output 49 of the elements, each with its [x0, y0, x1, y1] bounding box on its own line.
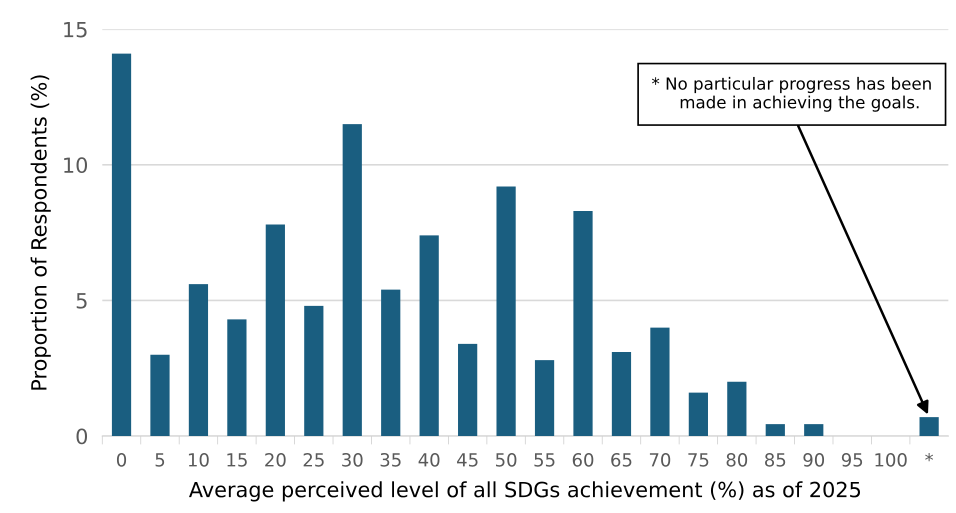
bar	[688, 392, 708, 436]
annotation: * No particular progress has been made in achieving the goals.	[652, 76, 931, 112]
bar	[534, 360, 554, 436]
x-tick-label: 5	[156, 453, 164, 467]
x-tick-label: 10	[188, 453, 209, 467]
x-tick-label: 55	[534, 453, 554, 467]
bar	[266, 224, 285, 436]
x-tick-label: 70	[650, 453, 670, 467]
x-tick-label: *	[925, 453, 934, 462]
bar	[920, 417, 939, 436]
x-tick-label: 100	[875, 453, 907, 467]
bar	[304, 306, 324, 436]
bar	[573, 210, 593, 436]
y-axis-title: Proportion of Respondents (%)	[30, 75, 51, 390]
x-tick-label: 25	[304, 453, 324, 467]
bar	[727, 382, 746, 436]
bar	[420, 235, 439, 436]
bar	[150, 354, 170, 436]
x-tick-label: 30	[342, 453, 363, 467]
bar	[496, 186, 516, 436]
bar	[612, 352, 632, 436]
x-tick-label: 20	[265, 453, 286, 467]
x-tick-label: 50	[496, 453, 516, 467]
bar	[650, 328, 670, 436]
bar	[112, 54, 132, 436]
x-tick-label: 95	[842, 453, 862, 467]
bar	[188, 284, 208, 436]
bar	[804, 424, 824, 436]
y-tick-label: 15	[64, 22, 87, 38]
bar	[227, 319, 247, 436]
x-tick-label: 65	[611, 453, 632, 467]
y-tick-label: 0	[76, 428, 88, 444]
bar	[342, 124, 362, 436]
x-axis-title: Average perceived level of all SDGs achievement (%) as of 2025	[188, 481, 860, 502]
x-tick-label: 75	[688, 453, 708, 467]
bar	[381, 290, 400, 436]
x-tick-label: 15	[227, 453, 247, 467]
x-tick-label: 80	[726, 453, 748, 467]
bar	[458, 344, 478, 436]
x-tick-label: 0	[116, 453, 126, 467]
bar	[766, 424, 785, 436]
x-tick-label: 90	[803, 453, 824, 467]
x-tick-label: 45	[457, 453, 478, 467]
y-tick-label: 5	[76, 293, 87, 309]
x-tick-label: 35	[380, 453, 401, 467]
x-tick-label: 40	[418, 453, 440, 467]
x-tick-label: 85	[765, 453, 786, 467]
x-tick-label: 60	[572, 453, 594, 467]
y-tick-label: 10	[64, 157, 88, 174]
